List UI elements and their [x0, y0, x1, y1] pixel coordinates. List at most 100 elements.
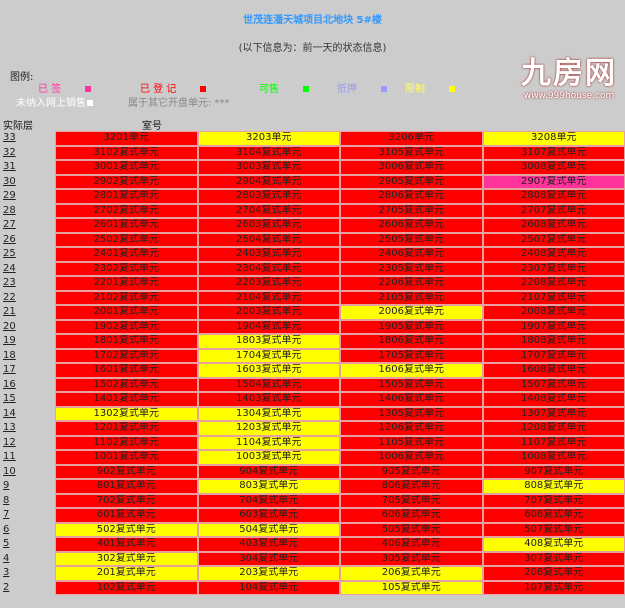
unit-cell[interactable]: 3107复式单元 [482, 145, 625, 160]
unit-cell[interactable]: 403复式单元 [197, 537, 340, 552]
unit-cell[interactable]: 2606复式单元 [340, 218, 483, 233]
unit-cell[interactable]: 2304复式单元 [197, 261, 340, 276]
unit-cell[interactable]: 801复式单元 [55, 479, 198, 494]
unit-cell[interactable]: 1105复式单元 [340, 435, 483, 450]
unit-cell[interactable]: 2702复式单元 [55, 203, 198, 218]
unit-cell[interactable]: 1704复式单元 [197, 348, 340, 363]
unit-cell[interactable]: 2806复式单元 [340, 189, 483, 204]
unit-cell[interactable]: 2408复式单元 [482, 247, 625, 262]
unit-cell[interactable]: 3008复式单元 [482, 160, 625, 175]
unit-cell[interactable]: 2608复式单元 [482, 218, 625, 233]
unit-cell[interactable]: 704复式单元 [197, 493, 340, 508]
unit-cell[interactable]: 2603复式单元 [197, 218, 340, 233]
unit-cell[interactable]: 1603复式单元 [197, 363, 340, 378]
floor-link[interactable]: 17 [3, 364, 16, 375]
floor-link[interactable]: 32 [3, 146, 16, 158]
unit-cell[interactable]: 2704复式单元 [197, 203, 340, 218]
unit-cell[interactable]: 3208单元 [482, 131, 625, 146]
unit-cell[interactable]: 2705复式单元 [340, 203, 483, 218]
unit-cell[interactable]: 2406复式单元 [340, 247, 483, 262]
unit-cell[interactable]: 1307复式单元 [482, 406, 625, 421]
unit-cell[interactable]: 3003复式单元 [197, 160, 340, 175]
unit-cell[interactable]: 2904复式单元 [197, 174, 340, 189]
unit-cell[interactable]: 105复式单元 [340, 580, 483, 595]
unit-cell[interactable]: 803复式单元 [197, 479, 340, 494]
floor-link[interactable]: 20 [3, 320, 16, 332]
unit-cell[interactable]: 702复式单元 [55, 493, 198, 508]
unit-cell[interactable]: 304复式单元 [197, 551, 340, 566]
unit-cell[interactable]: 3104复式单元 [197, 145, 340, 160]
floor-link[interactable]: 25 [3, 248, 16, 259]
floor-link[interactable]: 21 [3, 306, 16, 317]
unit-cell[interactable]: 107复式单元 [482, 580, 625, 595]
unit-cell[interactable]: 2206复式单元 [340, 276, 483, 291]
unit-cell[interactable]: 1304复式单元 [197, 406, 340, 421]
unit-cell[interactable]: 104复式单元 [197, 580, 340, 595]
floor-link[interactable]: 23 [3, 277, 16, 288]
unit-cell[interactable]: 1406复式单元 [340, 392, 483, 407]
floor-link[interactable]: 9 [3, 480, 10, 491]
unit-cell[interactable]: 201复式单元 [55, 566, 198, 581]
unit-cell[interactable]: 1003复式单元 [197, 450, 340, 465]
unit-cell[interactable]: 1401复式单元 [55, 392, 198, 407]
unit-cell[interactable]: 1107复式单元 [482, 435, 625, 450]
unit-cell[interactable]: 1707复式单元 [482, 348, 625, 363]
unit-cell[interactable]: 2502复式单元 [55, 232, 198, 247]
floor-link[interactable]: 10 [3, 465, 16, 477]
floor-link[interactable]: 15 [3, 393, 16, 404]
unit-cell[interactable]: 1702复式单元 [55, 348, 198, 363]
floor-link[interactable]: 29 [3, 190, 16, 201]
unit-cell[interactable]: 1201复式单元 [55, 421, 198, 436]
floor-link[interactable]: 5 [3, 538, 10, 549]
unit-cell[interactable]: 1507复式单元 [482, 377, 625, 392]
floor-link[interactable]: 7 [3, 509, 10, 520]
unit-cell[interactable]: 1006复式单元 [340, 450, 483, 465]
unit-cell[interactable]: 401复式单元 [55, 537, 198, 552]
unit-cell[interactable]: 2203复式单元 [197, 276, 340, 291]
unit-cell[interactable]: 1904复式单元 [197, 319, 340, 334]
unit-cell[interactable]: 502复式单元 [55, 522, 198, 537]
unit-cell[interactable]: 1601复式单元 [55, 363, 198, 378]
unit-cell[interactable]: 1302复式单元 [55, 406, 198, 421]
floor-link[interactable]: 16 [3, 378, 16, 390]
unit-cell[interactable]: 2401复式单元 [55, 247, 198, 262]
unit-cell[interactable]: 603复式单元 [197, 508, 340, 523]
unit-cell[interactable]: 601复式单元 [55, 508, 198, 523]
floor-link[interactable]: 3 [3, 567, 10, 578]
unit-cell[interactable]: 2801复式单元 [55, 189, 198, 204]
floor-link[interactable]: 12 [3, 436, 16, 448]
unit-cell[interactable]: 3006复式单元 [340, 160, 483, 175]
unit-cell[interactable]: 2907复式单元 [482, 174, 625, 189]
unit-cell[interactable]: 2105复式单元 [340, 290, 483, 305]
unit-cell[interactable]: 2507复式单元 [482, 232, 625, 247]
unit-cell[interactable]: 1801复式单元 [55, 334, 198, 349]
unit-cell[interactable]: 1305复式单元 [340, 406, 483, 421]
unit-cell[interactable]: 705复式单元 [340, 493, 483, 508]
unit-cell[interactable]: 3102复式单元 [55, 145, 198, 160]
unit-cell[interactable]: 2302复式单元 [55, 261, 198, 276]
unit-cell[interactable]: 808复式单元 [482, 479, 625, 494]
unit-cell[interactable]: 504复式单元 [197, 522, 340, 537]
unit-cell[interactable]: 1502复式单元 [55, 377, 198, 392]
unit-cell[interactable]: 1806复式单元 [340, 334, 483, 349]
unit-cell[interactable]: 307复式单元 [482, 551, 625, 566]
unit-cell[interactable]: 907复式单元 [482, 464, 625, 479]
unit-cell[interactable]: 302复式单元 [55, 551, 198, 566]
unit-cell[interactable]: 1808复式单元 [482, 334, 625, 349]
unit-cell[interactable]: 1102复式单元 [55, 435, 198, 450]
floor-link[interactable]: 6 [3, 523, 10, 535]
unit-cell[interactable]: 3201单元 [55, 131, 198, 146]
unit-cell[interactable]: 1705复式单元 [340, 348, 483, 363]
unit-cell[interactable]: 1505复式单元 [340, 377, 483, 392]
unit-cell[interactable]: 1206复式单元 [340, 421, 483, 436]
floor-link[interactable]: 8 [3, 494, 10, 506]
unit-cell[interactable]: 806复式单元 [340, 479, 483, 494]
unit-cell[interactable]: 1104复式单元 [197, 435, 340, 450]
unit-cell[interactable]: 905复式单元 [340, 464, 483, 479]
unit-cell[interactable]: 1608复式单元 [482, 363, 625, 378]
unit-cell[interactable]: 2803复式单元 [197, 189, 340, 204]
unit-cell[interactable]: 2201复式单元 [55, 276, 198, 291]
unit-cell[interactable]: 606复式单元 [340, 508, 483, 523]
unit-cell[interactable]: 2107复式单元 [482, 290, 625, 305]
floor-link[interactable]: 26 [3, 233, 16, 245]
